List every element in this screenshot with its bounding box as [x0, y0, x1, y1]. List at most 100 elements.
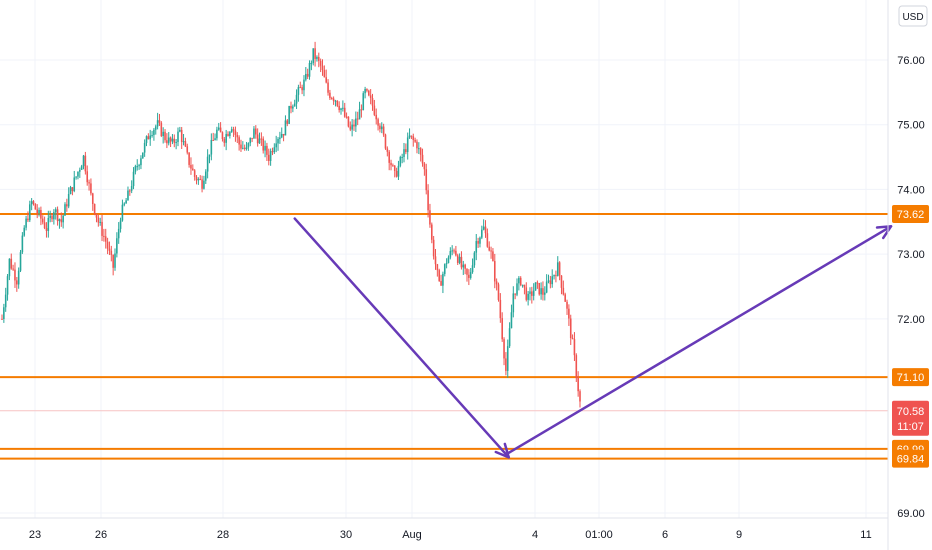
- candle-body: [423, 163, 426, 170]
- price-axis[interactable]: 76.00 75.00 74.00 73.00 72.00 69.00: [897, 55, 925, 520]
- candle-body: [145, 136, 148, 143]
- trend-arrows[interactable]: [293, 217, 893, 459]
- candle-body: [91, 193, 94, 205]
- candle-body: [73, 177, 76, 192]
- candle-body: [28, 204, 31, 221]
- candle-body: [30, 201, 33, 205]
- candle-body: [488, 246, 491, 251]
- current-price-badge: [892, 400, 929, 436]
- candle-body: [571, 338, 574, 340]
- candle-body: [95, 213, 98, 218]
- candle-body: [17, 270, 20, 285]
- candle-body: [579, 391, 581, 402]
- grid: [0, 0, 888, 518]
- candle-body: [373, 105, 376, 115]
- candle-body: [106, 241, 109, 249]
- candle-body: [192, 168, 194, 171]
- candle-body: [277, 138, 279, 144]
- candle-body: [321, 65, 324, 71]
- candle-body: [1, 318, 3, 320]
- candle-body: [284, 120, 287, 136]
- candle-body: [69, 187, 72, 195]
- candle-body: [99, 221, 101, 223]
- candle-body: [340, 108, 342, 111]
- candle-body: [323, 70, 326, 78]
- candle-body: [88, 182, 90, 184]
- candle-body: [360, 109, 363, 111]
- candle-body: [43, 222, 46, 229]
- currency-label[interactable]: USD: [902, 12, 923, 23]
- candle-body: [575, 355, 578, 379]
- candle-body: [140, 158, 142, 166]
- candle-body: [269, 151, 272, 161]
- candle-body: [462, 264, 465, 268]
- time-axis[interactable]: 23 26 28 30 Aug 4 01:00 6 9 11: [29, 529, 872, 541]
- candle-body: [308, 63, 311, 77]
- candle-body: [160, 122, 163, 137]
- candle-body: [510, 312, 513, 329]
- candle-body: [56, 209, 59, 222]
- candle-body: [238, 137, 240, 145]
- candle-body: [243, 147, 246, 150]
- candle-body: [71, 187, 74, 192]
- candle-body: [271, 151, 274, 153]
- candle-body: [197, 178, 200, 181]
- candle-body: [553, 275, 555, 277]
- candle-body: [469, 272, 472, 278]
- candle-body: [577, 378, 579, 392]
- candle-body: [90, 183, 92, 194]
- trend-arrow-line[interactable]: [507, 225, 893, 455]
- candle-body: [169, 137, 172, 142]
- candle-body: [534, 282, 537, 291]
- candle-body: [477, 241, 479, 244]
- candle-body: [12, 268, 14, 270]
- trend-arrow-head: [494, 442, 510, 459]
- candle-body: [282, 134, 285, 136]
- level-price-badge: [892, 449, 929, 468]
- candle-body: [166, 140, 168, 144]
- currency-button[interactable]: USD: [898, 5, 928, 27]
- candle-body: [453, 250, 455, 252]
- candle-body: [54, 209, 57, 213]
- candle-body: [267, 154, 270, 161]
- candle-body: [251, 137, 253, 139]
- candle-body: [279, 137, 281, 139]
- candle-body: [162, 131, 164, 137]
- candle-body: [204, 171, 207, 181]
- price-tick-label: 75.00: [897, 120, 925, 132]
- candle-body: [375, 114, 378, 120]
- candle-body: [529, 291, 531, 294]
- candle-body: [451, 250, 453, 252]
- trend-arrow-line[interactable]: [293, 217, 510, 459]
- candle-body: [266, 145, 268, 155]
- price-tick-label: 69.00: [897, 508, 925, 520]
- candle-body: [180, 129, 183, 142]
- candle-body: [179, 129, 181, 132]
- candle-body: [353, 124, 355, 127]
- candle-body: [314, 48, 316, 59]
- candle-body: [479, 237, 481, 244]
- candle-body: [484, 226, 487, 234]
- candle-body: [219, 127, 222, 133]
- candle-body: [253, 128, 255, 139]
- candle-body: [317, 56, 320, 61]
- horizontal-levels[interactable]: [0, 213, 888, 460]
- candle-body: [516, 283, 518, 295]
- candle-body: [305, 73, 307, 80]
- candle-body: [190, 164, 192, 169]
- candle-body: [555, 275, 557, 277]
- candle-body: [306, 73, 309, 77]
- level-price-badge: [892, 368, 929, 387]
- price-tick-label: 76.00: [897, 55, 925, 67]
- candle-body: [564, 294, 566, 302]
- candle-body: [401, 156, 403, 158]
- candle-body: [93, 204, 96, 214]
- candle-body: [434, 256, 437, 265]
- candle-body: [319, 60, 322, 66]
- time-tick-label: 01:00: [585, 529, 613, 541]
- candle-body: [123, 203, 126, 205]
- candle-body: [475, 241, 478, 253]
